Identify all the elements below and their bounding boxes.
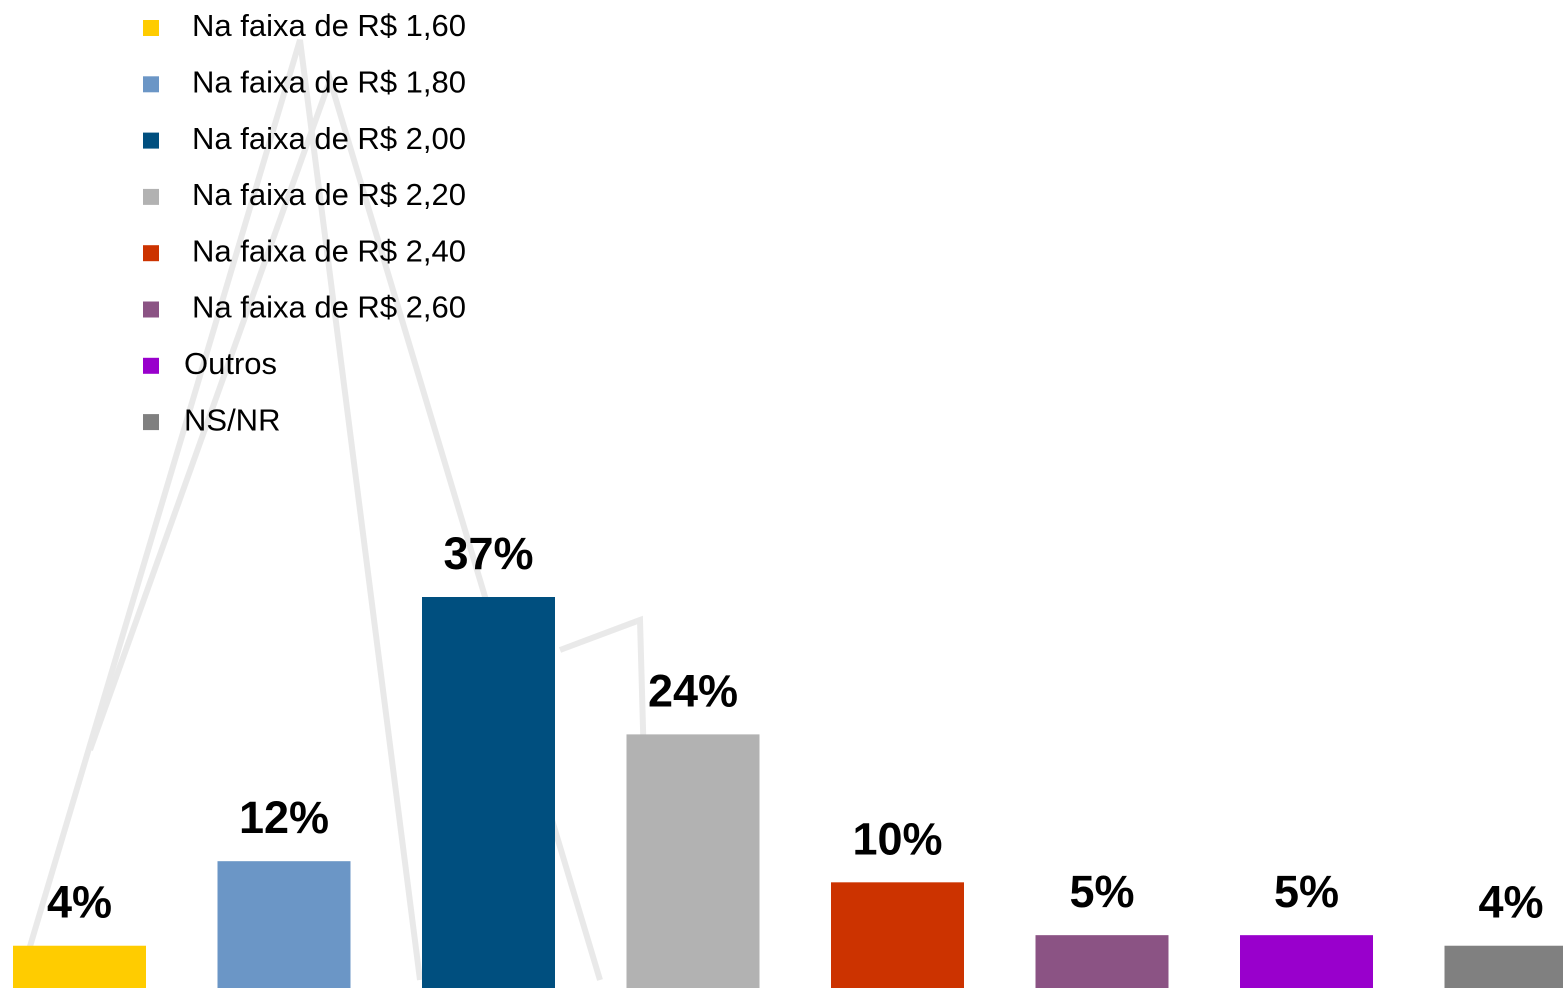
value-label: 10% [852, 813, 942, 864]
legend-marker [143, 302, 159, 318]
legend-marker [143, 414, 159, 430]
legend-label: Na faixa de R$ 2,00 [192, 121, 466, 156]
value-label: 12% [239, 792, 329, 843]
legend-label: Na faixa de R$ 2,60 [192, 290, 466, 325]
bar [1445, 946, 1563, 988]
value-label: 4% [1478, 877, 1543, 928]
value-label: 37% [443, 528, 533, 579]
value-label: 5% [1274, 866, 1339, 917]
legend-label: Outros [184, 346, 277, 381]
value-label: 4% [47, 877, 112, 928]
legend-marker [143, 76, 159, 92]
legend-label: Na faixa de R$ 1,60 [192, 8, 466, 43]
value-label: 5% [1069, 866, 1134, 917]
bar [831, 882, 964, 988]
legend-label: NS/NR [184, 402, 280, 437]
bar [13, 946, 146, 988]
legend-label: Na faixa de R$ 2,20 [192, 177, 466, 212]
legend-marker [143, 189, 159, 205]
legend-marker [143, 20, 159, 36]
legend-marker [143, 358, 159, 374]
legend-label: Na faixa de R$ 1,80 [192, 64, 466, 99]
bar [1240, 935, 1373, 988]
legend-label: Na faixa de R$ 2,40 [192, 233, 466, 268]
bar [218, 861, 351, 988]
bar [422, 597, 555, 988]
legend-marker [143, 245, 159, 261]
legend-marker [143, 133, 159, 149]
bar [1036, 935, 1169, 988]
bar [627, 734, 760, 988]
value-label: 24% [648, 665, 738, 716]
chart: Na faixa de R$ 1,60 4% Na faixa de R$ 1,80… [0, 0, 1563, 988]
page: Na faixa de R$ 1,60 4% Na faixa de R$ 1,80… [0, 0, 1563, 988]
